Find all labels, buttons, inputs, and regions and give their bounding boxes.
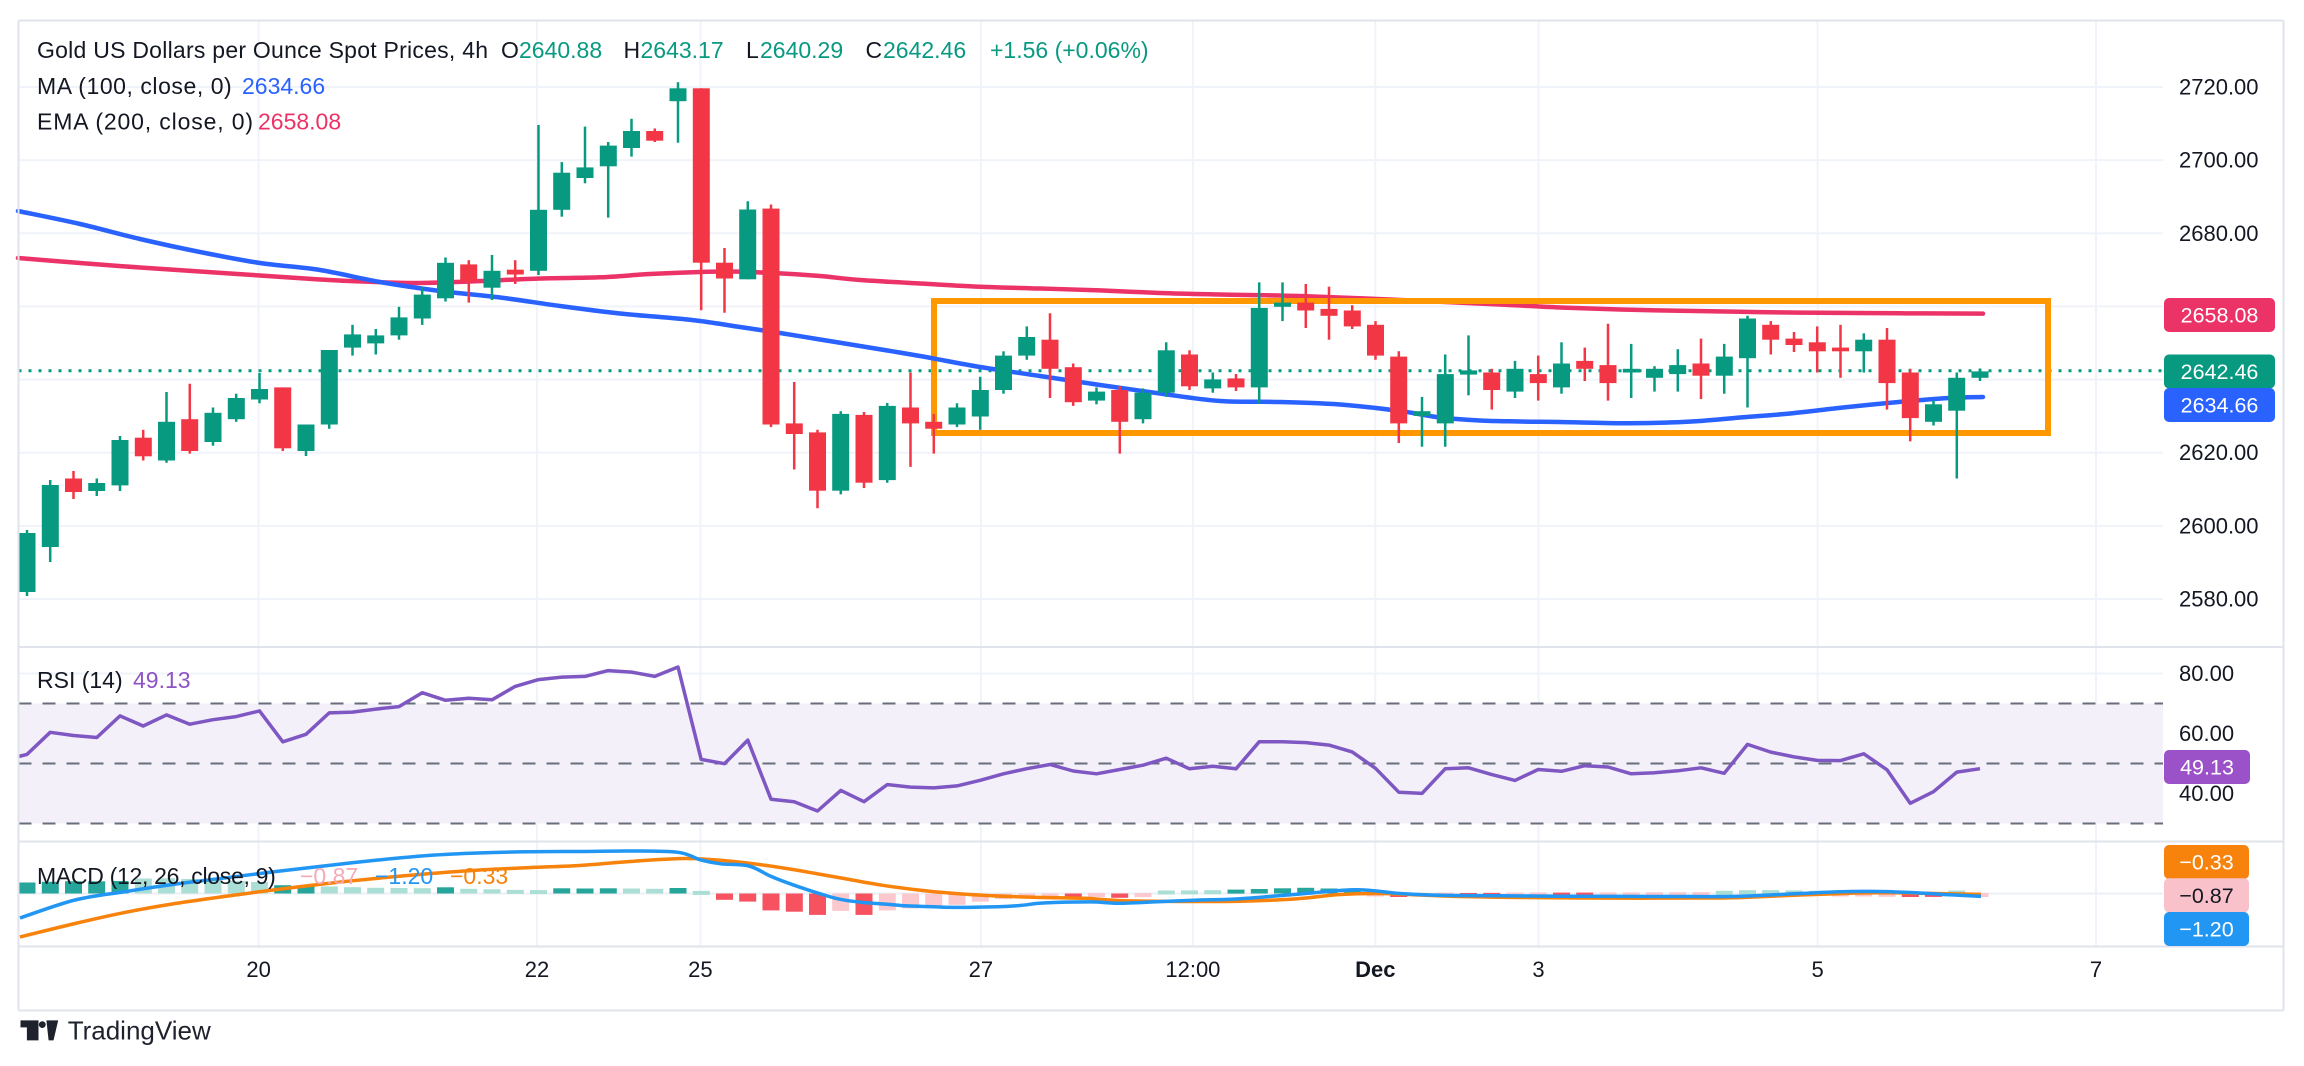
svg-text:2600.00: 2600.00	[2179, 513, 2259, 538]
svg-text:2680.00: 2680.00	[2179, 221, 2259, 246]
svg-text:2720.00: 2720.00	[2179, 75, 2259, 100]
svg-text:+1.56 (+0.06%): +1.56 (+0.06%)	[990, 37, 1149, 63]
svg-text:Gold US Dollars per Ounce Spot: Gold US Dollars per Ounce Spot Prices, 4…	[37, 37, 488, 63]
svg-text:2580.00: 2580.00	[2179, 587, 2259, 612]
svg-text:C: C	[866, 37, 883, 63]
svg-text:TradingView: TradingView	[68, 1016, 211, 1046]
svg-text:−0.33: −0.33	[2179, 851, 2233, 875]
svg-text:2620.00: 2620.00	[2179, 440, 2259, 465]
svg-text:H: H	[624, 37, 641, 63]
svg-text:2658.08: 2658.08	[258, 109, 341, 135]
svg-text:22: 22	[525, 957, 549, 982]
svg-text:2640.88: 2640.88	[519, 37, 602, 63]
svg-text:Dec: Dec	[1355, 957, 1395, 982]
svg-text:−0.87: −0.87	[300, 863, 358, 889]
svg-text:3: 3	[1532, 957, 1544, 982]
svg-text:7: 7	[2090, 957, 2102, 982]
svg-text:60.00: 60.00	[2179, 721, 2234, 746]
svg-text:12:00: 12:00	[1165, 957, 1220, 982]
svg-text:MACD (12, 26, close, 9): MACD (12, 26, close, 9)	[37, 863, 276, 889]
svg-text:25: 25	[688, 957, 712, 982]
svg-text:RSI (14): RSI (14)	[37, 667, 123, 693]
svg-text:−0.33: −0.33	[450, 863, 508, 889]
svg-text:20: 20	[246, 957, 270, 982]
svg-text:2640.29: 2640.29	[760, 37, 843, 63]
svg-text:2700.00: 2700.00	[2179, 148, 2259, 173]
svg-text:5: 5	[1811, 957, 1823, 982]
svg-text:EMA (200, close, 0): EMA (200, close, 0)	[37, 109, 254, 135]
svg-text:2642.46: 2642.46	[883, 37, 966, 63]
svg-text:−1.20: −1.20	[375, 863, 433, 889]
svg-text:40.00: 40.00	[2179, 781, 2234, 806]
svg-text:2642.46: 2642.46	[2181, 360, 2259, 384]
svg-text:O: O	[501, 37, 519, 63]
svg-text:2643.17: 2643.17	[641, 37, 724, 63]
svg-text:−1.20: −1.20	[2179, 918, 2233, 942]
svg-text:2634.66: 2634.66	[242, 73, 325, 99]
svg-text:MA (100, close, 0): MA (100, close, 0)	[37, 73, 232, 99]
svg-text:2634.66: 2634.66	[2181, 394, 2259, 418]
svg-text:2658.08: 2658.08	[2181, 304, 2259, 328]
svg-text:49.13: 49.13	[2180, 756, 2234, 780]
svg-text:−0.87: −0.87	[2179, 884, 2233, 908]
svg-text:49.13: 49.13	[133, 667, 191, 693]
svg-text:80.00: 80.00	[2179, 661, 2234, 686]
svg-text:27: 27	[969, 957, 993, 982]
svg-text:L: L	[746, 37, 759, 63]
